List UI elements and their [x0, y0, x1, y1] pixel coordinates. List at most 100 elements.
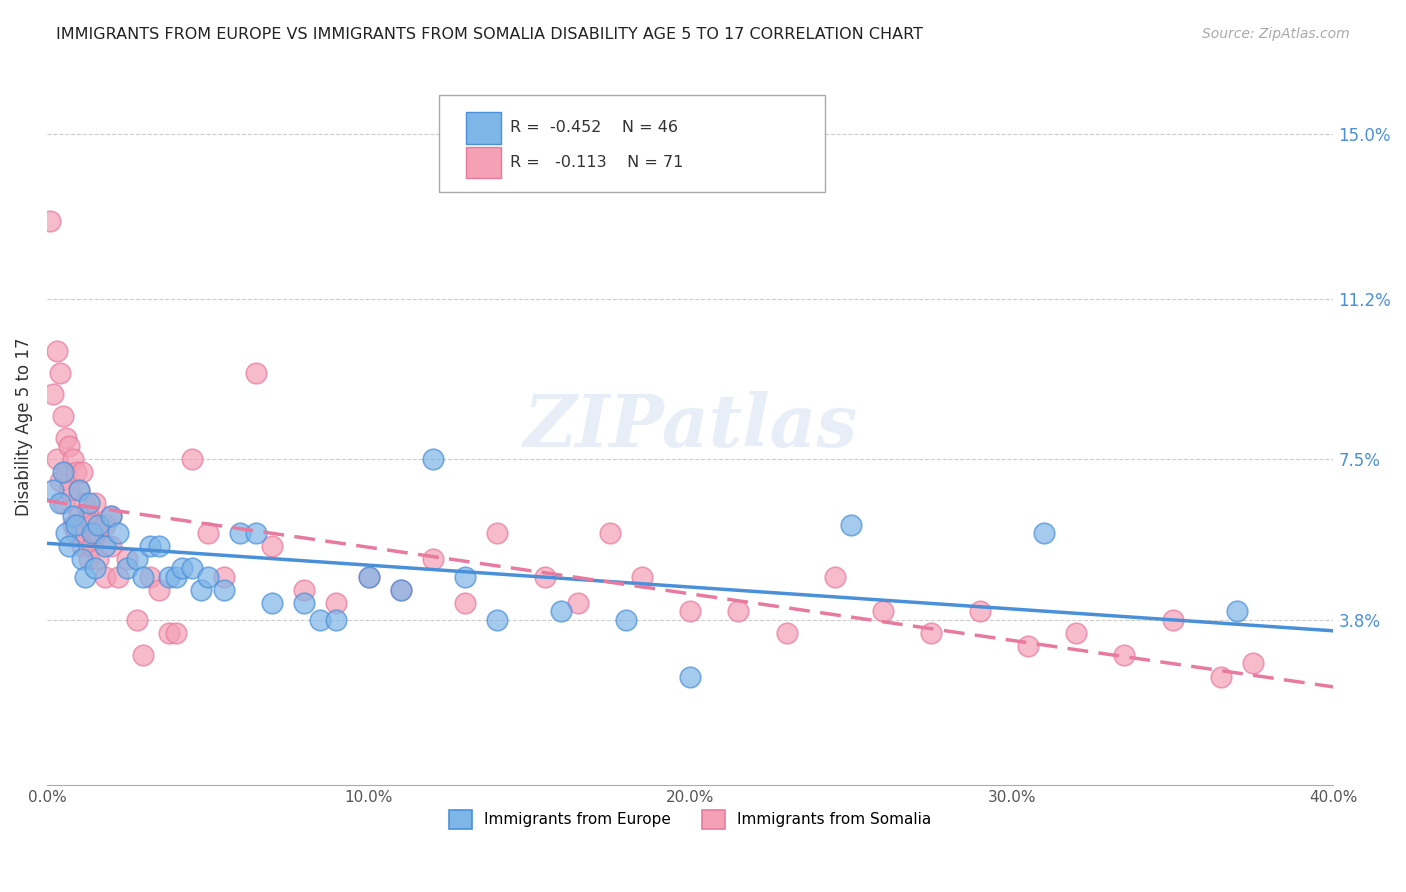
Immigrants from Somalia [197, 526, 219, 541]
Immigrants from Europe [679, 669, 702, 683]
Immigrants from Europe [165, 569, 187, 583]
Immigrants from Somalia [100, 508, 122, 523]
Immigrants from Somalia [80, 539, 103, 553]
Immigrants from Europe [1032, 526, 1054, 541]
Immigrants from Europe [170, 561, 193, 575]
Immigrants from Europe [58, 539, 80, 553]
Immigrants from Somalia [454, 596, 477, 610]
Text: R =  -0.452    N = 46: R = -0.452 N = 46 [510, 120, 678, 136]
Immigrants from Somalia [180, 452, 202, 467]
Immigrants from Somalia [245, 366, 267, 380]
Immigrants from Europe [65, 517, 87, 532]
Immigrants from Somalia [42, 387, 65, 401]
Immigrants from Europe [839, 517, 862, 532]
Immigrants from Europe [62, 508, 84, 523]
Y-axis label: Disability Age 5 to 17: Disability Age 5 to 17 [15, 337, 32, 516]
Immigrants from Somalia [1241, 657, 1264, 671]
Text: Source: ZipAtlas.com: Source: ZipAtlas.com [1202, 27, 1350, 41]
Immigrants from Somalia [100, 539, 122, 553]
Immigrants from Somalia [52, 409, 75, 423]
Immigrants from Somalia [567, 596, 589, 610]
Immigrants from Somalia [48, 366, 70, 380]
Immigrants from Somalia [139, 569, 162, 583]
Immigrants from Somalia [107, 569, 129, 583]
Immigrants from Europe [84, 561, 107, 575]
Immigrants from Somalia [631, 569, 654, 583]
Immigrants from Europe [72, 552, 94, 566]
Immigrants from Somalia [1161, 613, 1184, 627]
Immigrants from Somalia [48, 474, 70, 488]
Immigrants from Europe [42, 483, 65, 497]
Immigrants from Somalia [45, 343, 67, 358]
FancyBboxPatch shape [467, 112, 501, 144]
Immigrants from Europe [245, 526, 267, 541]
Immigrants from Europe [77, 496, 100, 510]
Immigrants from Somalia [117, 552, 139, 566]
Immigrants from Somalia [1064, 626, 1087, 640]
Immigrants from Somalia [357, 569, 380, 583]
Immigrants from Somalia [55, 431, 77, 445]
Immigrants from Somalia [1114, 648, 1136, 662]
Immigrants from Somalia [52, 496, 75, 510]
Immigrants from Somalia [727, 604, 749, 618]
Immigrants from Somalia [80, 517, 103, 532]
Immigrants from Europe [55, 526, 77, 541]
Immigrants from Somalia [679, 604, 702, 618]
FancyBboxPatch shape [439, 95, 825, 192]
Immigrants from Europe [75, 569, 97, 583]
Immigrants from Somalia [87, 552, 110, 566]
Immigrants from Europe [67, 483, 90, 497]
Immigrants from Somalia [58, 483, 80, 497]
Immigrants from Somalia [75, 496, 97, 510]
Immigrants from Somalia [58, 439, 80, 453]
Text: ZIPatlas: ZIPatlas [523, 392, 858, 462]
Immigrants from Somalia [157, 626, 180, 640]
Immigrants from Somalia [148, 582, 170, 597]
Immigrants from Europe [212, 582, 235, 597]
Immigrants from Europe [486, 613, 509, 627]
Immigrants from Europe [550, 604, 572, 618]
Immigrants from Somalia [94, 569, 117, 583]
Immigrants from Somalia [920, 626, 942, 640]
Immigrants from Somalia [212, 569, 235, 583]
Immigrants from Somalia [486, 526, 509, 541]
Immigrants from Europe [132, 569, 155, 583]
Legend: Immigrants from Europe, Immigrants from Somalia: Immigrants from Europe, Immigrants from … [443, 804, 938, 835]
Immigrants from Europe [94, 539, 117, 553]
Immigrants from Somalia [1209, 669, 1232, 683]
Immigrants from Somalia [260, 539, 283, 553]
Immigrants from Europe [309, 613, 332, 627]
FancyBboxPatch shape [467, 146, 501, 178]
Immigrants from Somalia [87, 526, 110, 541]
Immigrants from Somalia [62, 517, 84, 532]
Immigrants from Somalia [775, 626, 797, 640]
Immigrants from Europe [48, 496, 70, 510]
Immigrants from Somalia [39, 213, 62, 227]
Immigrants from Somalia [55, 466, 77, 480]
Immigrants from Europe [107, 526, 129, 541]
Immigrants from Somalia [77, 552, 100, 566]
Immigrants from Europe [389, 582, 412, 597]
Immigrants from Somalia [165, 626, 187, 640]
Immigrants from Europe [190, 582, 212, 597]
Immigrants from Europe [325, 613, 347, 627]
Immigrants from Somalia [45, 452, 67, 467]
Immigrants from Europe [157, 569, 180, 583]
Immigrants from Europe [80, 526, 103, 541]
Immigrants from Europe [422, 452, 444, 467]
Immigrants from Somalia [389, 582, 412, 597]
Immigrants from Somalia [325, 596, 347, 610]
Immigrants from Europe [117, 561, 139, 575]
Immigrants from Somalia [65, 466, 87, 480]
Immigrants from Europe [197, 569, 219, 583]
Immigrants from Somalia [824, 569, 846, 583]
Immigrants from Somalia [969, 604, 991, 618]
Immigrants from Somalia [94, 517, 117, 532]
Immigrants from Somalia [67, 508, 90, 523]
Immigrants from Europe [52, 466, 75, 480]
Immigrants from Europe [229, 526, 252, 541]
Immigrants from Somalia [872, 604, 894, 618]
Immigrants from Europe [1226, 604, 1249, 618]
Immigrants from Somalia [422, 552, 444, 566]
Immigrants from Europe [260, 596, 283, 610]
